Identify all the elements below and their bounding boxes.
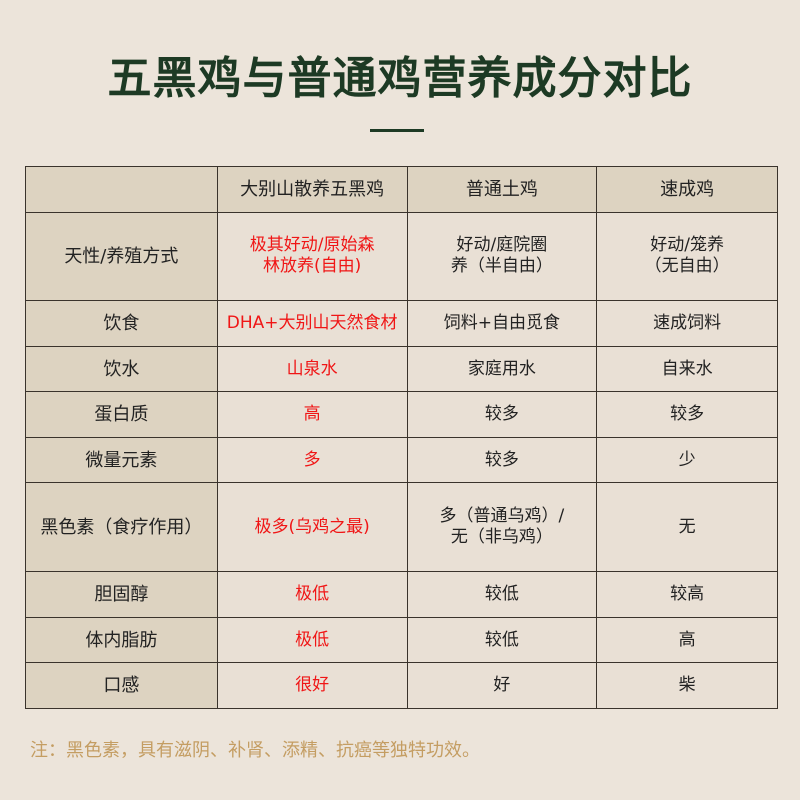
row-label: 饮水 [25, 345, 218, 393]
cell-sucheng: 高 [596, 616, 778, 664]
page-title: 五黑鸡与普通鸡营养成分对比 [107, 53, 693, 104]
row-label: 口感 [25, 662, 218, 709]
cell-sucheng: 柴 [596, 662, 778, 709]
cell-tuji: 较低 [406, 571, 598, 618]
cell-sucheng: 自来水 [596, 345, 778, 393]
table-row: 胆固醇 极低 较低 较高 [25, 571, 778, 618]
cell-wuhei: 极其好动/原始森 林放养(自由) [216, 211, 408, 302]
cell-sucheng: 无 [596, 482, 778, 573]
cell-tuji: 饲料+自由觅食 [406, 300, 598, 347]
cell-sucheng: 较高 [596, 571, 778, 618]
cell-sucheng: 少 [596, 436, 778, 484]
cell-tuji: 较低 [406, 616, 598, 664]
row-label: 体内脂肪 [25, 616, 218, 664]
row-label: 蛋白质 [25, 391, 218, 438]
row-label: 饮食 [25, 300, 218, 347]
cell-wuhei: 极低 [216, 571, 408, 618]
row-label: 天性/养殖方式 [25, 211, 218, 302]
footnote: 注：黑色素，具有滋阴、补肾、添精、抗癌等独特功效。 [30, 740, 480, 761]
table-row: 体内脂肪 极低 较低高 [25, 616, 778, 664]
header-tuji: 普通土鸡 [406, 166, 598, 213]
cell-tuji: 家庭用水 [406, 345, 598, 393]
cell-wuhei: 极多(乌鸡之最) [216, 482, 408, 573]
row-label: 胆固醇 [25, 571, 218, 618]
comparison-table: 大别山散养五黑鸡 普通土鸡 速成鸡 天性/养殖方式 极其好动/原始森 林放养(自由) 好动… [25, 166, 778, 709]
title-underline [370, 129, 424, 132]
row-label: 黑色素（食疗作用） [25, 482, 218, 573]
table-row: 饮食 DHA+大别山天然食材 饲料+自由觅食 速成饲料 [25, 300, 778, 347]
row-label: 微量元素 [25, 436, 218, 484]
cell-wuhei: 高 [216, 391, 408, 438]
table-row: 口感 很好好柴 [25, 662, 778, 709]
cell-wuhei: 多 [216, 436, 408, 484]
table-row: 饮水 山泉水 家庭用水 自来水 [25, 345, 778, 393]
table-row: 天性/养殖方式 极其好动/原始森 林放养(自由) 好动/庭院圈 养（半自由） 好动/笼… [25, 211, 778, 302]
cell-tuji: 好动/庭院圈 养（半自由） [406, 211, 598, 302]
table-row: 微量元素多较多少 [25, 436, 778, 484]
cell-sucheng: 好动/笼养 （无自由） [596, 211, 778, 302]
cell-sucheng: 速成饲料 [596, 300, 778, 347]
table-row: 蛋白质高较多 较多 [25, 391, 778, 438]
cell-wuhei: 很好 [216, 662, 408, 709]
table-header-row: 大别山散养五黑鸡 普通土鸡 速成鸡 [25, 166, 778, 213]
cell-wuhei: 极低 [216, 616, 408, 664]
header-wuhei: 大别山散养五黑鸡 [216, 166, 408, 213]
cell-tuji: 较多 [406, 391, 598, 438]
cell-wuhei: 山泉水 [216, 345, 408, 393]
cell-tuji: 多（普通乌鸡）/ 无（非乌鸡） [406, 482, 598, 573]
cell-sucheng: 较多 [596, 391, 778, 438]
cell-tuji: 好 [406, 662, 598, 709]
cell-wuhei: DHA+大别山天然食材 [216, 300, 408, 347]
header-label [25, 166, 218, 213]
table-row: 黑色素（食疗作用） 极多(乌鸡之最) 多（普通乌鸡）/ 无（非乌鸡）无 [25, 482, 778, 573]
cell-tuji: 较多 [406, 436, 598, 484]
header-sucheng: 速成鸡 [596, 166, 778, 213]
